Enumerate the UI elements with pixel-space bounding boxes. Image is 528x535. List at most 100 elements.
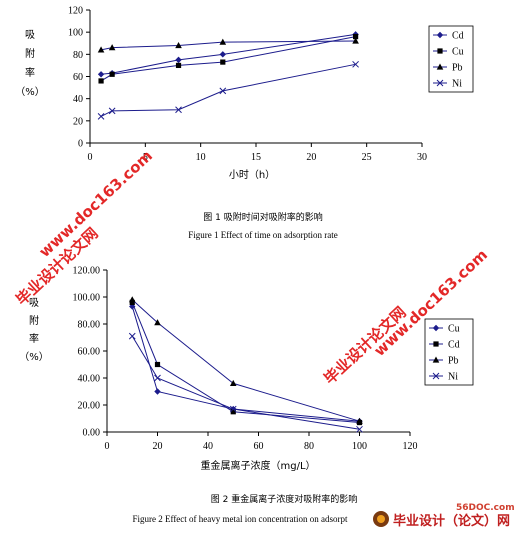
c2-series-pb-point bbox=[154, 319, 161, 326]
c2-series-pb-line bbox=[131, 299, 360, 422]
c2-ytick-label: 20.00 bbox=[78, 401, 101, 412]
chart1-caption-en: Figure 1 Effect of time on adsorption ra… bbox=[188, 230, 338, 240]
chart1-xlabel: 小时（h） bbox=[229, 169, 275, 181]
chart-time-adsorption: 0 20 40 60 80 100 120 0 5 10 15 20 25 30 吸 附 率 （%） 小… bbox=[15, 6, 474, 240]
c2-series-pb-point bbox=[356, 417, 363, 424]
c1-series-cu-point bbox=[353, 34, 359, 40]
c2-xtick-label: 0 bbox=[105, 441, 110, 452]
c1-xtick-label: 15 bbox=[251, 152, 261, 163]
c1-xtick-label: 0 bbox=[88, 152, 93, 163]
c2-xtick-label: 60 bbox=[254, 441, 264, 452]
chart2-xlabel: 重金属离子浓度（mg/L） bbox=[200, 459, 315, 472]
c1-xtick-label: 30 bbox=[417, 152, 427, 163]
c2-legend-pb-marker bbox=[432, 356, 440, 363]
chart1-ylabel-3: 率 bbox=[25, 66, 35, 79]
c1-legend-cu-marker bbox=[437, 48, 443, 54]
chart2-ylabel-1: 吸 bbox=[29, 298, 39, 309]
c2-series-cd-point bbox=[129, 299, 135, 305]
c1-legend-cd-marker bbox=[436, 31, 444, 39]
c2-ytick-label: 0.00 bbox=[83, 428, 101, 439]
c1-legend-ni-label: Ni bbox=[452, 79, 462, 90]
c1-legend-cu-label: Cu bbox=[452, 47, 464, 58]
c2-legend-cd-label: Cd bbox=[448, 340, 460, 351]
c1-series-ni-point bbox=[97, 113, 105, 120]
c2-xtick-label: 100 bbox=[352, 441, 367, 452]
c2-xtick-label: 40 bbox=[203, 441, 213, 452]
c1-series-pb-point bbox=[352, 37, 359, 44]
c2-series-cd-point bbox=[154, 361, 161, 368]
c1-ytick-label: 100 bbox=[68, 28, 83, 39]
c2-ytick-label: 40.00 bbox=[78, 374, 101, 385]
c1-legend-pb-label: Pb bbox=[452, 63, 463, 74]
c1-legend-ni-marker bbox=[436, 79, 444, 87]
c1-ytick-label: 0 bbox=[78, 139, 83, 150]
c1-series-ni-point bbox=[175, 106, 182, 114]
footer-logo: 56DOC.com 毕业设计（论文）网 bbox=[373, 503, 515, 529]
c2-series-cu-point bbox=[154, 388, 161, 395]
chart1-ylabel-4: （%） bbox=[15, 86, 45, 98]
c1-xtick-label: 10 bbox=[196, 152, 206, 163]
c2-ytick-label: 100.00 bbox=[73, 293, 101, 304]
chart-concentration-adsorption: 0.00 20.00 40.00 60.00 80.00 100.00 120.00 0 20… bbox=[19, 266, 474, 524]
c1-series-pb-point bbox=[108, 44, 116, 51]
chart2-ylabel-4: （%） bbox=[19, 351, 49, 363]
c2-series-cd-point bbox=[230, 409, 236, 415]
c1-series-cu-point bbox=[175, 62, 182, 69]
c1-ytick-label: 60 bbox=[73, 72, 83, 83]
c1-ytick-label: 20 bbox=[73, 116, 83, 127]
c2-xtick-label: 80 bbox=[304, 441, 314, 452]
c1-series-cu-point bbox=[98, 78, 104, 84]
c1-series-pb-line bbox=[100, 40, 356, 51]
chart2-caption-cn: 图 2 重金属离子浓度对吸附率的影响 bbox=[211, 493, 357, 505]
chart2-legend-box bbox=[424, 318, 474, 386]
c1-xtick-label: 20 bbox=[306, 152, 316, 163]
chart2-ylabel-2: 附 bbox=[29, 314, 39, 327]
c1-ytick-label: 40 bbox=[73, 94, 83, 105]
c2-series-ni-point bbox=[229, 405, 237, 413]
c1-xtick-label: 25 bbox=[362, 152, 372, 163]
chart1-ylabel-2: 附 bbox=[25, 47, 35, 60]
c2-legend-cd-marker bbox=[433, 341, 439, 347]
c2-series-cd-line bbox=[131, 302, 360, 424]
c2-xtick-label: 20 bbox=[153, 441, 163, 452]
c1-series-cu-point bbox=[109, 71, 115, 77]
c1-series-ni-point bbox=[219, 87, 227, 95]
c1-ytick-label: 80 bbox=[73, 50, 83, 61]
footer-brand: 毕业设计（论文）网 bbox=[393, 513, 510, 529]
c1-series-ni-point bbox=[108, 107, 116, 115]
c1-series-pb-point bbox=[219, 38, 227, 45]
watermark-url-1: www.doc163.com bbox=[35, 147, 156, 261]
chart2-caption-en: Figure 2 Effect of heavy metal ion conce… bbox=[132, 514, 348, 524]
c1-series-ni-line bbox=[100, 63, 356, 117]
c1-series-cu-line bbox=[100, 36, 356, 82]
c1-series-cd-line bbox=[101, 33, 356, 75]
c2-legend-cu-label: Cu bbox=[448, 324, 460, 335]
c2-legend-ni-marker bbox=[432, 372, 440, 380]
chart1-ylabel-1: 吸 bbox=[25, 30, 35, 41]
c2-ytick-label: 60.00 bbox=[78, 347, 101, 358]
c2-ytick-label: 120.00 bbox=[73, 266, 101, 277]
chart1-legend-box bbox=[428, 25, 474, 93]
c2-series-cu-line bbox=[131, 306, 360, 422]
c2-series-pb-point bbox=[128, 296, 136, 303]
logo-emblem-core-icon bbox=[377, 515, 385, 523]
c1-series-ni-point bbox=[352, 60, 359, 68]
c2-series-ni-point bbox=[128, 332, 136, 340]
chart1-caption-cn: 图 1 吸附时间对吸附率的影响 bbox=[203, 211, 322, 223]
c1-series-pb-point bbox=[175, 41, 182, 49]
c2-series-pb-point bbox=[229, 379, 237, 386]
c1-legend-cd-label: Cd bbox=[452, 31, 464, 42]
c2-series-ni-point bbox=[356, 425, 363, 433]
c1-legend-pb-marker bbox=[436, 63, 444, 70]
footer-url: 56DOC.com bbox=[456, 503, 515, 513]
c2-ytick-label: 80.00 bbox=[78, 320, 101, 331]
c1-series-cd-point bbox=[97, 71, 105, 78]
c1-series-pb-point bbox=[97, 46, 105, 53]
c2-series-cu-point bbox=[129, 303, 136, 310]
c1-series-cd-point bbox=[175, 56, 182, 64]
c1-xtick-label: 5 bbox=[143, 152, 148, 163]
c2-legend-pb-label: Pb bbox=[448, 356, 459, 367]
c2-xtick-label: 120 bbox=[403, 441, 418, 452]
c2-legend-cu-marker bbox=[432, 324, 440, 332]
c1-series-cd-point bbox=[219, 51, 226, 58]
